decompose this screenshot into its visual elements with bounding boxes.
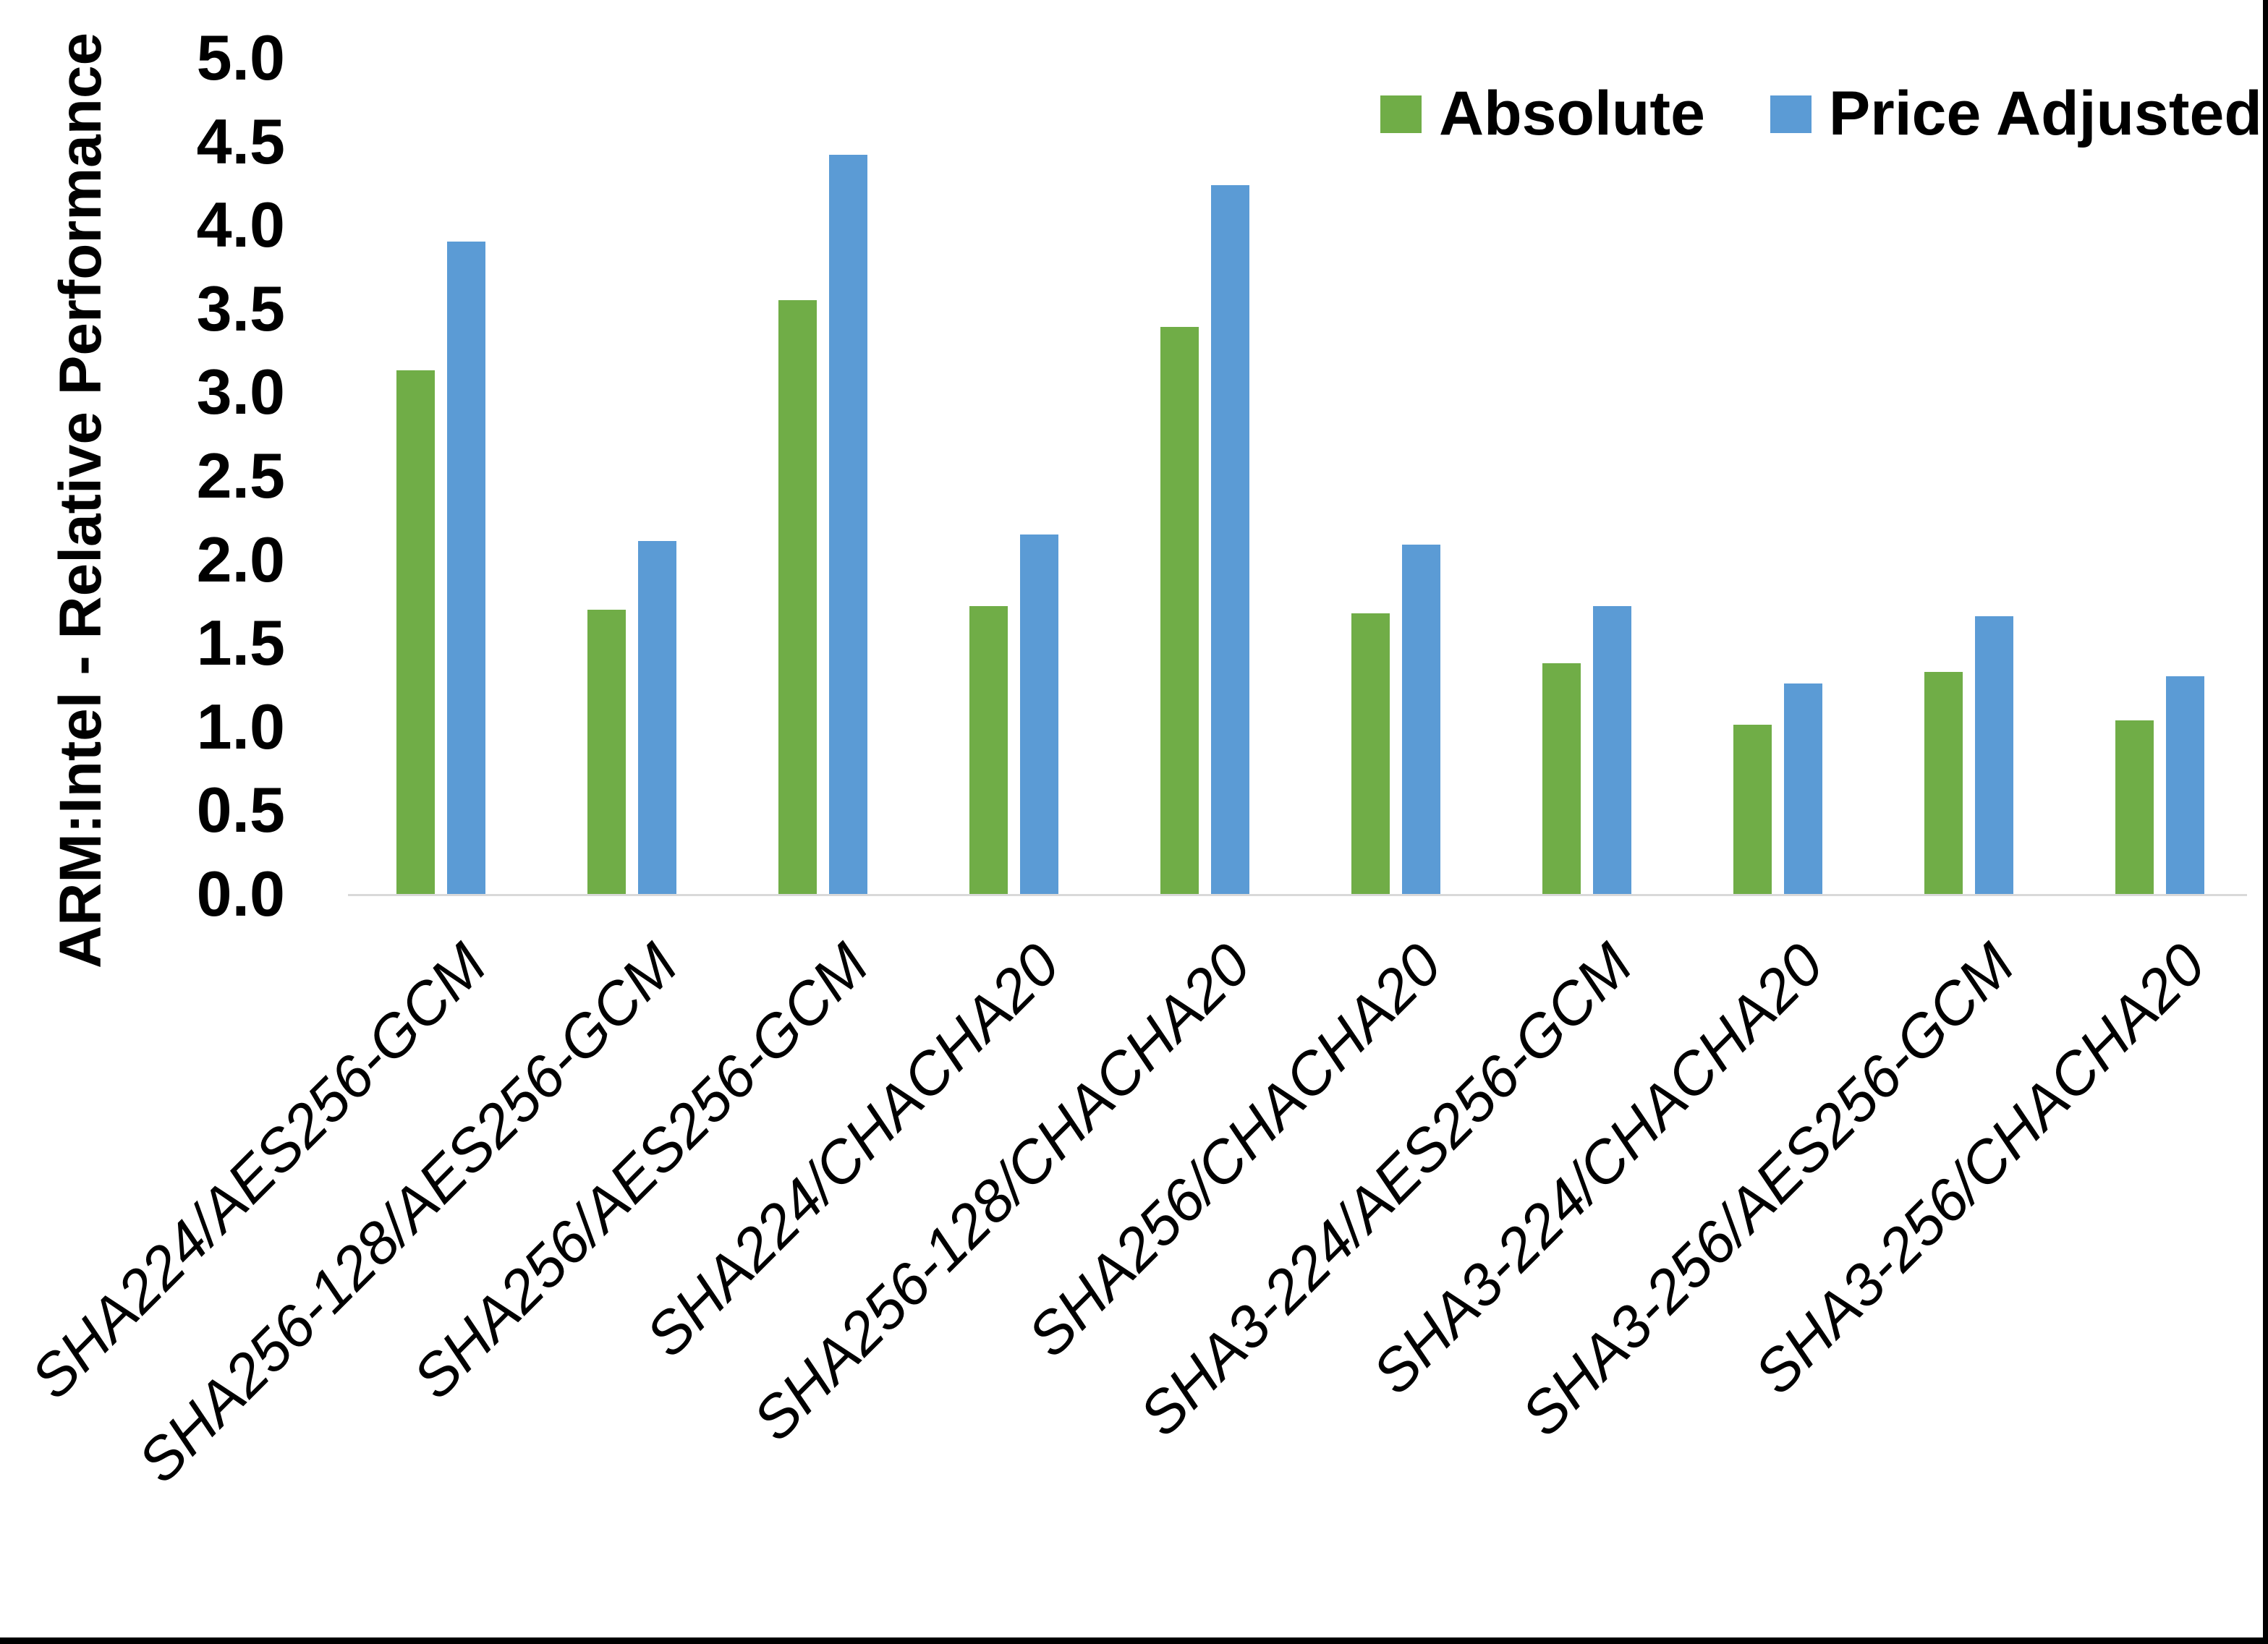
y-tick-label: 2.5 <box>196 440 285 511</box>
bar-price-adjusted-5 <box>1402 545 1440 894</box>
legend: Absolute Price Adjusted <box>1380 78 2262 150</box>
bar-price-adjusted-3 <box>1020 534 1058 894</box>
y-tick-label: 3.5 <box>196 272 285 344</box>
bar-absolute-8 <box>1924 672 1963 894</box>
bar-price-adjusted-6 <box>1593 606 1631 894</box>
bar-absolute-6 <box>1542 663 1581 894</box>
bar-absolute-0 <box>396 370 435 894</box>
bar-absolute-9 <box>2115 720 2154 894</box>
bar-price-adjusted-4 <box>1211 185 1249 894</box>
screenshot-bottom-border <box>0 1637 2268 1644</box>
bar-absolute-1 <box>587 610 626 894</box>
screenshot-right-border <box>2263 0 2268 1644</box>
y-axis-title: ARM:Intel - Relative Performance <box>48 32 114 969</box>
bar-absolute-5 <box>1351 613 1390 894</box>
bar-price-adjusted-7 <box>1784 683 1822 894</box>
bar-absolute-7 <box>1733 725 1772 894</box>
bar-price-adjusted-1 <box>638 541 676 894</box>
bar-price-adjusted-8 <box>1975 616 2013 894</box>
bar-price-adjusted-9 <box>2166 676 2204 894</box>
y-tick-label: 1.5 <box>196 607 285 679</box>
legend-swatch-absolute <box>1380 95 1422 133</box>
bar-price-adjusted-0 <box>447 242 485 894</box>
y-tick-label: 5.0 <box>196 22 285 93</box>
bar-absolute-3 <box>969 606 1008 894</box>
x-axis-line <box>348 894 2247 896</box>
y-tick-label: 0.0 <box>196 858 285 929</box>
y-tick-label: 3.0 <box>196 356 285 428</box>
bar-absolute-2 <box>778 300 817 894</box>
y-tick-label: 4.0 <box>196 189 285 261</box>
y-tick-label: 0.5 <box>196 774 285 846</box>
legend-item-price-adjusted: Price Adjusted <box>1770 78 2262 150</box>
y-tick-label: 1.0 <box>196 690 285 762</box>
legend-item-absolute: Absolute <box>1380 78 1705 150</box>
bar-price-adjusted-2 <box>829 155 867 894</box>
bar-absolute-4 <box>1160 327 1199 894</box>
legend-swatch-price-adjusted <box>1770 95 1812 133</box>
legend-label-price-adjusted: Price Adjusted <box>1828 79 2262 148</box>
legend-label-absolute: Absolute <box>1439 79 1705 148</box>
y-tick-label: 2.0 <box>196 523 285 595</box>
y-tick-label: 4.5 <box>196 105 285 177</box>
